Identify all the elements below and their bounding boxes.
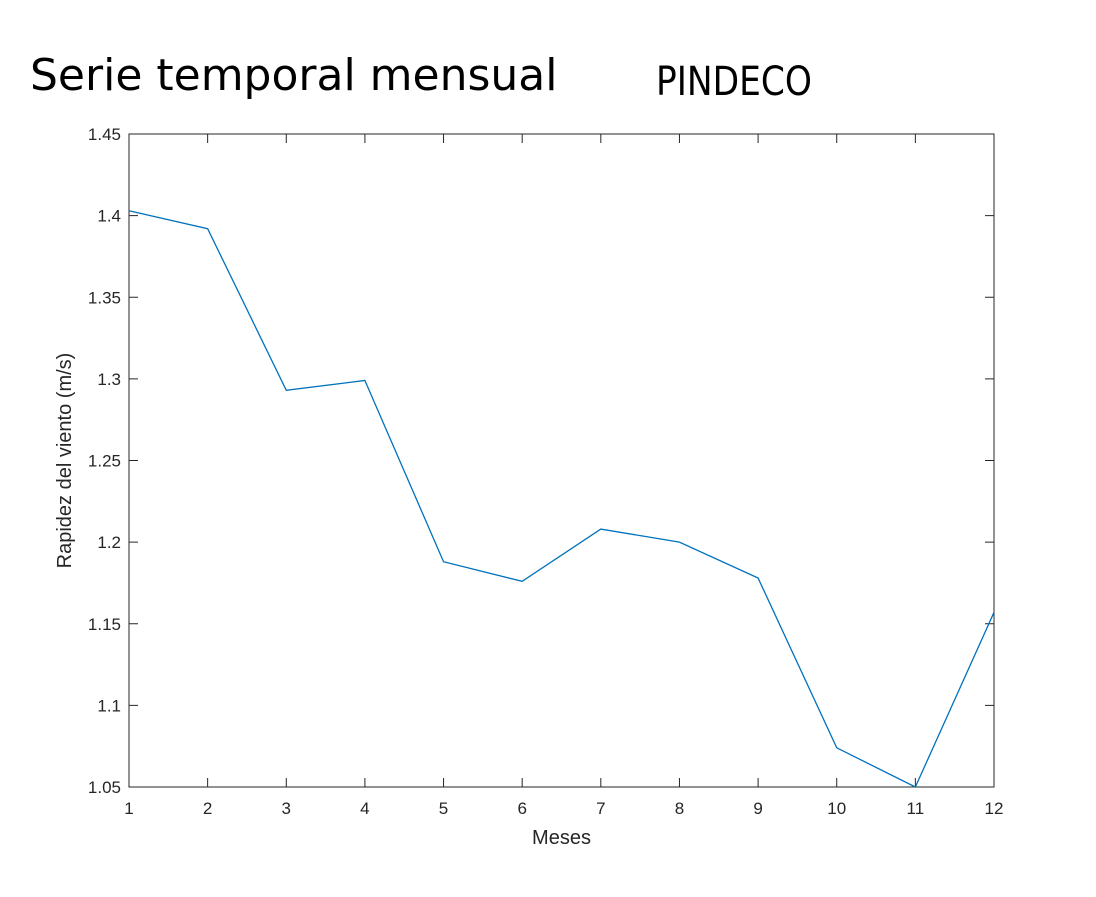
x-tick-label: 11	[907, 799, 925, 818]
x-tick-label: 7	[596, 799, 605, 818]
y-tick-label: 1.1	[97, 696, 121, 715]
x-tick-label: 2	[203, 799, 212, 818]
x-tick-label: 4	[360, 799, 369, 818]
chart-title: Serie temporal mensual	[30, 50, 558, 101]
x-tick-label: 8	[675, 799, 684, 818]
y-tick-label: 1.45	[88, 125, 121, 144]
y-tick-label: 1.05	[88, 778, 121, 797]
series-group	[128, 210, 995, 788]
x-tick-label: 1	[124, 799, 133, 818]
y-tick-label: 1.2	[97, 533, 121, 552]
y-tick-label: 1.3	[97, 370, 121, 389]
x-axis-label: Meses	[532, 827, 591, 849]
x-tick-label: 5	[439, 799, 448, 818]
axis-ticks	[128, 133, 995, 788]
y-axis-label: Rapidez del viento (m/s)	[54, 353, 76, 569]
x-tick-label: 3	[282, 799, 291, 818]
y-tick-label: 1.35	[88, 288, 121, 307]
y-tick-label: 1.15	[88, 615, 121, 634]
series-line	[128, 210, 995, 788]
y-tick-label: 1.4	[97, 207, 121, 226]
x-tick-label: 6	[517, 799, 526, 818]
tick-labels: 1 2 3 4 5 6 7 8 9 10 11 121.051.11.151.21.251.31.35…	[88, 125, 1004, 818]
station-title: PINDECO	[656, 59, 812, 105]
x-tick-label: 12	[985, 799, 1004, 818]
y-tick-label: 1.25	[88, 452, 121, 471]
x-tick-label: 10	[827, 799, 846, 818]
x-tick-label: 9	[753, 799, 762, 818]
plot-area	[128, 133, 995, 788]
